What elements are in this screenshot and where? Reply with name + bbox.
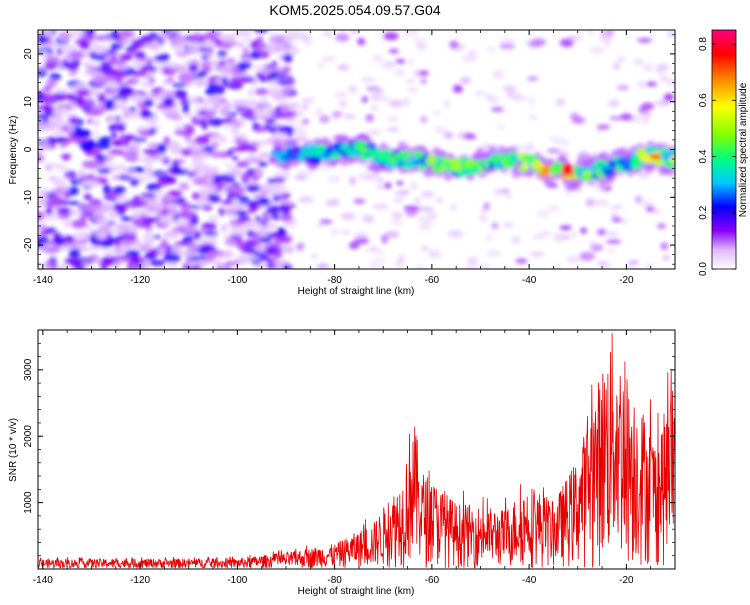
top-x-tick-label: -80 [327, 275, 342, 286]
bottom-y-tick-label: 3000 [23, 358, 34, 381]
bottom-x-tick-label: -120 [130, 575, 150, 586]
top-y-tick-label: 20 [23, 48, 34, 60]
colorbar-tick-label: 0.2 [698, 205, 709, 219]
colorbar: 0.0 0.2 0.4 0.6 0.8 Normalized spectral ampl… [698, 29, 749, 276]
colorbar-tick-label: 0.6 [698, 93, 709, 107]
chart-title: KOM5.2025.054.09.57.G04 [269, 2, 440, 18]
top-x-axis-label: Height of straight line (km) [298, 286, 415, 297]
top-x-tick-label: -20 [619, 275, 634, 286]
bottom-x-tick-label: -100 [227, 575, 247, 586]
top-y-axis-label: Frequency (Hz) [8, 116, 19, 185]
colorbar-tick-label: 0.8 [698, 37, 709, 51]
bottom-x-tick-label: -20 [619, 575, 634, 586]
colorbar-gradient [711, 29, 737, 270]
bottom-x-tick-label: -140 [33, 575, 53, 586]
top-x-tick-label: -120 [130, 275, 150, 286]
bottom-x-tick-label: -60 [425, 575, 440, 586]
top-y-tick-label: 10 [23, 96, 34, 108]
snr-plot-area [38, 330, 675, 569]
top-x-tick-label: -140 [33, 275, 53, 286]
bottom-y-tick-label: 2000 [23, 425, 34, 448]
colorbar-tick-label: 0.4 [698, 149, 709, 163]
heatmap-cells [38, 30, 675, 269]
snr-panel: -140 -120 -100 -80 -60 -40 -20 1000 2000 3000 Hei… [8, 329, 676, 597]
bottom-x-tick-label: -80 [327, 575, 342, 586]
top-y-tick-label: 0 [23, 146, 34, 152]
top-x-tick-label: -60 [425, 275, 440, 286]
top-x-tick-label: -40 [522, 275, 537, 286]
bottom-x-tick-label: -40 [522, 575, 537, 586]
top-y-tick-label: -10 [23, 190, 34, 205]
colorbar-label: Normalized spectral amplitude [738, 82, 749, 217]
bottom-y-tick-label: 1000 [23, 491, 34, 514]
colorbar-tick-label: 0.0 [698, 262, 709, 276]
top-y-tick-label: -20 [23, 237, 34, 252]
bottom-y-axis-label: SNR (10 * v/v) [8, 418, 19, 482]
bottom-x-axis-label: Height of straight line (km) [298, 586, 415, 597]
top-x-tick-label: -100 [227, 275, 247, 286]
snr-series-line [38, 333, 675, 569]
